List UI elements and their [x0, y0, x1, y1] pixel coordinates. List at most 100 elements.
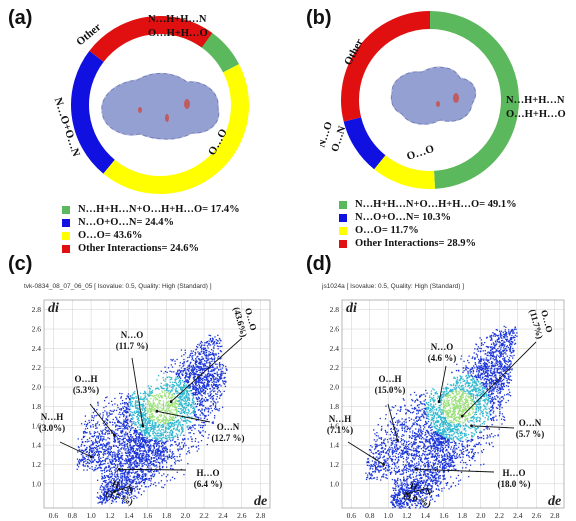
legend-row-2: O…O= 43.6%	[62, 229, 240, 242]
legend-text-0: N…H+H…N+O…H+H…O= 17.4%	[78, 204, 240, 215]
x-tick-3: 1.2	[105, 511, 115, 520]
plot-title-c: tvk-0834_08_07_06_05 [ Isovalue: 0.5, Qu…	[24, 283, 212, 290]
legend-swatch-2	[339, 226, 347, 235]
x-tick-6: 1.8	[458, 511, 468, 520]
x-axis-label: de	[254, 494, 267, 509]
y-tick-1: 1.2	[330, 460, 340, 469]
y-tick-8: 2.6	[330, 325, 340, 334]
annotation-arrow-5	[415, 468, 495, 473]
ring-label-2: N…OO…N	[320, 120, 348, 153]
hirshfeld-surface	[101, 73, 220, 140]
legend-swatch-1	[339, 213, 347, 222]
x-tick-6: 1.8	[162, 511, 172, 520]
annotation-arrow-3	[347, 441, 384, 465]
annotation-arrow-1	[131, 357, 144, 426]
y-tick-3: 1.6	[330, 421, 340, 430]
fingerprint-svg-c: 0.6 0.8 1.0 1.2 1.4 1.6 1.8 2.0 2.2 2.4 2.6 2.8 1.0 1…	[32, 299, 271, 520]
fingerprint-points	[365, 325, 518, 510]
y-tick-7: 2.4	[330, 344, 340, 353]
annotation-arrow-3	[59, 441, 92, 458]
y-tick-6: 2.2	[330, 363, 340, 372]
surface-spot-0	[453, 93, 459, 103]
x-tick-4: 1.4	[124, 511, 134, 520]
legend-text-2: O…O= 43.6%	[78, 230, 143, 241]
annotation-label-4: O…N (12.7 %)	[212, 422, 245, 443]
x-tick-3: 1.2	[402, 511, 412, 520]
annotation-arrow-1	[438, 365, 447, 402]
legend-row-0: N…H+H…N+O…H+H…O= 49.1%	[339, 198, 517, 211]
y-tick-8: 2.6	[32, 325, 42, 334]
legend-b: N…H+H…N+O…H+H…O= 49.1% N…O+O…N= 10.3% O…O=…	[339, 198, 517, 250]
panel-label-c: (c)	[8, 253, 33, 275]
ring-label-1: O…O	[405, 143, 436, 163]
y-tick-0: 1.0	[330, 479, 340, 488]
x-axis-label: de	[548, 494, 561, 509]
ring-slice-3	[341, 11, 431, 122]
fingerprint-plot-d: js1024a [ Isovalue: 0.5, Quality: High (…	[318, 280, 576, 520]
legend-row-3: Other Interactions= 28.9%	[339, 237, 517, 250]
legend-row-3: Other Interactions= 24.6%	[62, 242, 240, 255]
hirshfeld-surface	[390, 66, 476, 125]
annotation-label-1: N…O (11.7 %)	[116, 330, 149, 351]
legend-a: N…H+H…N+O…H+H…O= 17.4% N…O+O…N= 24.4% O…O=…	[62, 203, 240, 255]
annotation-arrow-2	[387, 403, 398, 441]
annotation-label-0: O…O(11.7%)	[528, 305, 556, 340]
y-tick-5: 2.0	[330, 383, 340, 392]
legend-swatch-2	[62, 231, 70, 240]
y-tick-9: 2.8	[330, 305, 340, 314]
y-axis-label: di	[346, 301, 357, 316]
x-tick-7: 2.0	[181, 511, 191, 520]
legend-swatch-0	[339, 200, 347, 209]
legend-swatch-3	[339, 239, 347, 248]
y-tick-5: 2.0	[32, 383, 42, 392]
legend-row-0: N…H+H…N+O…H+H…O= 17.4%	[62, 203, 240, 216]
legend-swatch-0	[62, 205, 70, 214]
x-tick-7: 2.0	[476, 511, 486, 520]
annotation-arrow-2	[89, 403, 115, 436]
annotation-label-1: N…O (4.6 %)	[428, 342, 457, 363]
legend-text-1: N…O+O…N= 10.3%	[355, 212, 451, 223]
annotation-label-3: N…H (7.1%)	[327, 414, 353, 435]
legend-text-3: Other Interactions= 24.6%	[78, 243, 199, 254]
legend-row-1: N…O+O…N= 24.4%	[62, 216, 240, 229]
annotation-label-5: H…O (6.4 %)	[194, 468, 223, 489]
ring-slice-1	[374, 155, 436, 189]
y-tick-4: 1.8	[32, 402, 42, 411]
fingerprint-plot-c: tvk-0834_08_07_06_05 [ Isovalue: 0.5, Qu…	[20, 280, 282, 520]
x-tick-0: 0.6	[49, 511, 59, 520]
y-tick-2: 1.4	[32, 441, 42, 450]
x-tick-2: 1.0	[384, 511, 394, 520]
y-tick-3: 1.6	[32, 421, 42, 430]
ring-slice-3	[89, 16, 213, 63]
legend-text-3: Other Interactions= 28.9%	[355, 238, 476, 249]
plot-frame	[341, 299, 565, 509]
legend-text-1: N…O+O…N= 24.4%	[78, 217, 174, 228]
y-axis-label: di	[48, 301, 59, 316]
y-tick-0: 1.0	[32, 479, 42, 488]
x-tick-11: 2.8	[550, 511, 560, 520]
surface-spot-1	[165, 114, 169, 122]
legend-text-0: N…H+H…N+O…H+H…O= 49.1%	[355, 199, 517, 210]
legend-text-2: O…O= 11.7%	[355, 225, 419, 236]
y-tick-7: 2.4	[32, 344, 42, 353]
y-tick-1: 1.2	[32, 460, 42, 469]
x-tick-5: 1.6	[439, 511, 449, 520]
panel-label-a: (a)	[8, 7, 33, 29]
legend-row-2: O…O= 11.7%	[339, 224, 517, 237]
panel-label-b: (b)	[306, 7, 332, 29]
plot-grid	[342, 300, 564, 508]
legend-row-1: N…O+O…N= 10.3%	[339, 211, 517, 224]
annotation-arrow-0	[170, 337, 243, 402]
x-tick-2: 1.0	[86, 511, 96, 520]
x-tick-5: 1.6	[143, 511, 153, 520]
annotation-arrow-6	[114, 485, 131, 492]
annotation-label-0: O…O(43.6%)	[231, 303, 259, 338]
x-tick-8: 2.2	[199, 511, 209, 520]
annotation-arrow-0	[461, 341, 537, 417]
plot-grid	[44, 300, 270, 508]
x-tick-10: 2.6	[237, 511, 247, 520]
annotation-arrow-5	[119, 468, 187, 471]
surface-spot-1	[436, 101, 440, 107]
y-tick-6: 2.2	[32, 363, 42, 372]
